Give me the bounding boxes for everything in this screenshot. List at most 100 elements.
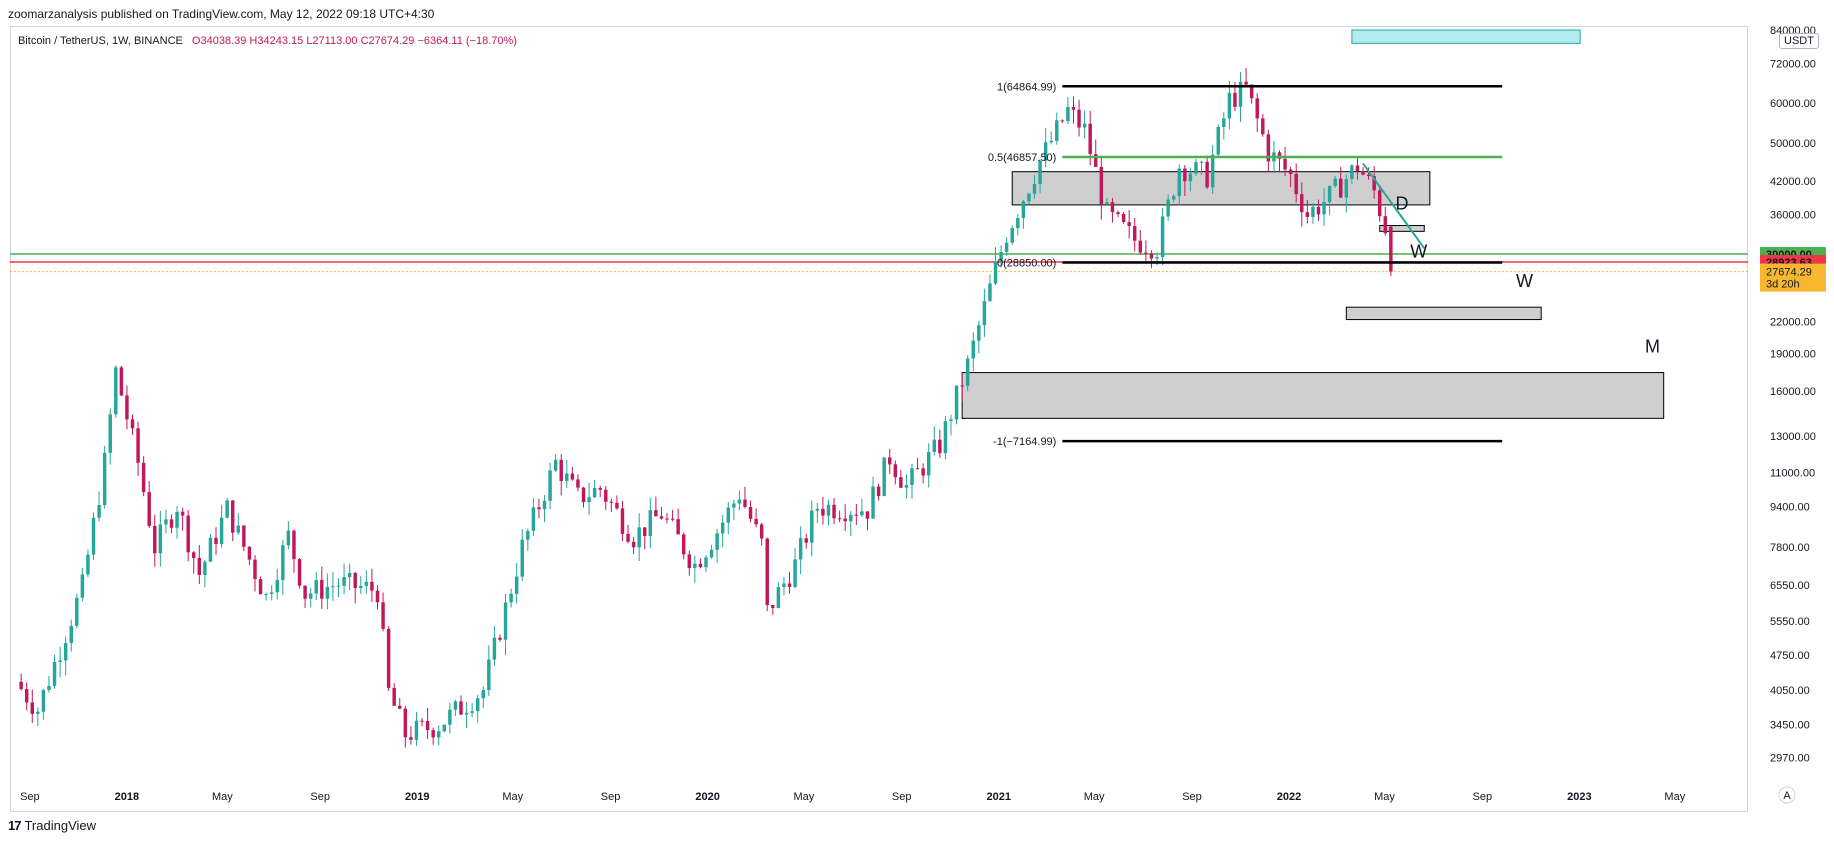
candle-body (219, 517, 224, 545)
candle-body (581, 487, 586, 503)
x-tick-label: Sep (310, 791, 330, 803)
candle-body (141, 462, 146, 493)
candle-body (36, 711, 40, 714)
candle-body (1177, 168, 1181, 197)
candle-body (1088, 123, 1092, 154)
candle-body (1066, 107, 1070, 122)
candle-body (776, 587, 781, 608)
y-tick-label: 7800.00 (1770, 542, 1810, 554)
candle-body (620, 508, 625, 534)
candle-body (804, 538, 808, 543)
candle-body (320, 579, 324, 599)
legend-low: L27113.00 (306, 35, 358, 47)
candle-body (186, 515, 190, 553)
x-tick-label: 2020 (695, 791, 719, 803)
x-tick-label: May (1664, 791, 1685, 803)
candle-body (943, 421, 948, 454)
candle-body (1261, 118, 1265, 135)
candle-body (938, 439, 942, 454)
y-tick-label: 19000.00 (1770, 348, 1816, 360)
candle-body (475, 698, 480, 712)
candle-body (704, 557, 708, 568)
y-tick-label: 22000.00 (1770, 317, 1816, 329)
candle-body (1149, 253, 1154, 259)
candle-body (24, 689, 29, 703)
candle-body (1110, 202, 1115, 213)
candle-body (175, 511, 179, 528)
candle-body (375, 590, 380, 603)
candle-body (303, 585, 307, 599)
footer-brand[interactable]: 17 TradingView (8, 818, 96, 833)
candle-body (1094, 153, 1098, 167)
candle-body (860, 511, 864, 516)
x-tick-label: May (1374, 791, 1395, 803)
candle-body (153, 525, 157, 554)
m-target-zone (961, 372, 1665, 419)
candle-body (269, 592, 274, 594)
candle-body (364, 581, 369, 586)
candle-body (370, 581, 374, 591)
candle-body (999, 251, 1003, 262)
y-tick-label: 36000.00 (1770, 209, 1816, 221)
wave-label-m: M (1645, 336, 1660, 356)
candle-body (1049, 140, 1053, 143)
candle-body (1010, 228, 1014, 243)
candle-body (1171, 196, 1176, 200)
candle-body (904, 485, 909, 488)
candle-body (487, 659, 491, 690)
candle-body (114, 367, 118, 415)
candle-body (1071, 107, 1076, 110)
legend-symbol[interactable]: Bitcoin / TetherUS, 1W, BINANCE (18, 35, 183, 47)
candle-body (1266, 134, 1271, 162)
candle-body (1205, 161, 1209, 188)
legend-open: O34038.39 (191, 35, 247, 47)
candle-body (531, 507, 536, 531)
candle-body (837, 518, 842, 520)
candle-body (676, 519, 680, 535)
y-tick-label: 11000.00 (1770, 467, 1815, 479)
candle-body (565, 473, 569, 481)
candle-body (437, 731, 441, 738)
candle-body (1060, 120, 1065, 122)
candle-body (97, 504, 101, 518)
candle-body (849, 514, 853, 522)
wave-label-d: D (1395, 194, 1408, 214)
candle-body (1166, 199, 1170, 217)
candle-body (1238, 81, 1243, 107)
candle-body (1333, 178, 1337, 186)
legend-high: H34243.15 (249, 35, 304, 47)
candle-body (347, 572, 352, 578)
candle-body (425, 721, 430, 731)
candle-body (743, 499, 747, 507)
candle-body (63, 643, 68, 661)
price-badge-current: 27674.29 (1766, 267, 1812, 279)
y-tick-label: 60000.00 (1770, 98, 1816, 110)
currency-badge[interactable]: USDT (1779, 33, 1819, 49)
candle-body (954, 385, 959, 420)
candle-body (342, 577, 346, 586)
candle-body (865, 511, 870, 519)
candle-body (765, 538, 769, 606)
candle-body (1339, 178, 1343, 198)
candle-body (86, 554, 90, 575)
candle-body (136, 428, 140, 463)
candle-body (420, 720, 424, 722)
y-tick-label: 50000.00 (1770, 138, 1816, 150)
candle-body (1188, 173, 1193, 182)
candle-body (1183, 168, 1187, 182)
candle-body (69, 625, 73, 644)
candle-body (292, 530, 296, 560)
candle-body (732, 503, 736, 508)
y-tick-label: 4050.00 (1770, 685, 1810, 697)
candle-body (615, 502, 619, 509)
candle-body (993, 261, 998, 284)
auto-scale-button[interactable] (1778, 786, 1796, 804)
y-tick-label: 4750.00 (1770, 650, 1810, 662)
wave-label-w: W (1410, 242, 1427, 262)
candle-body (709, 549, 714, 558)
fib-level-label: 0(28850.00) (997, 258, 1056, 270)
pattern-trendline (1362, 162, 1426, 249)
y-tick-label: 13000.00 (1770, 431, 1816, 443)
candle-body (386, 628, 391, 688)
